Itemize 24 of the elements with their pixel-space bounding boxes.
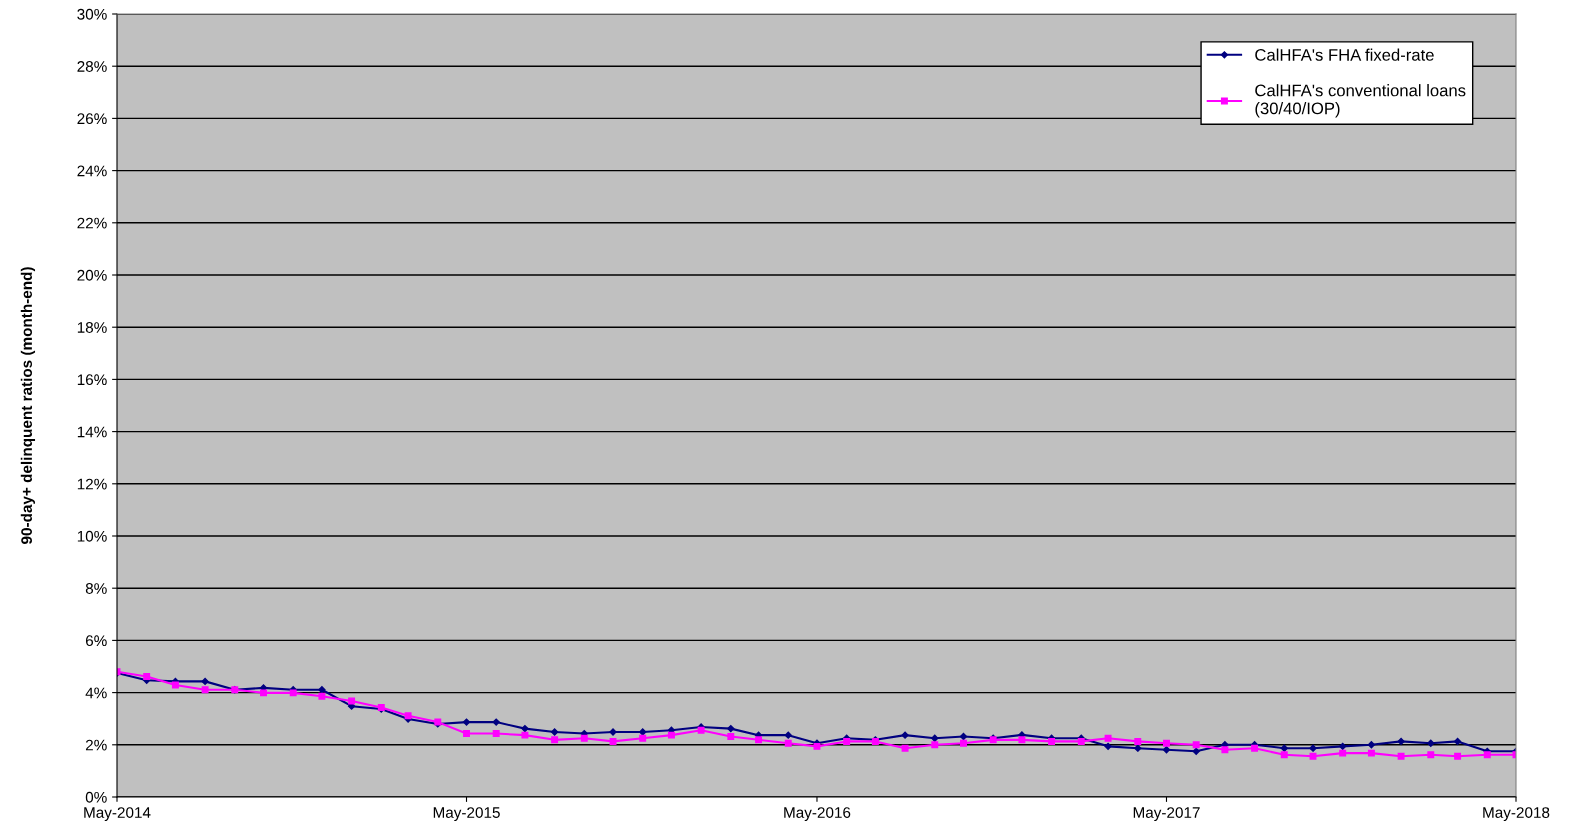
legend-label: CalHFA's FHA fixed-rate bbox=[1255, 48, 1434, 61]
y-tick-label: 2% bbox=[85, 739, 107, 751]
y-tick-label: 24% bbox=[77, 165, 107, 177]
y-tick-label: 10% bbox=[77, 530, 107, 542]
y-tick-label: 6% bbox=[85, 635, 107, 647]
y-tick-label: 18% bbox=[77, 322, 107, 333]
x-tick-label: May-2018 bbox=[1483, 807, 1550, 821]
y-tick-label: 30% bbox=[77, 8, 107, 20]
y-tick-label: 8% bbox=[85, 583, 107, 594]
x-tick-label: May-2015 bbox=[433, 807, 500, 821]
y-tick-label: 20% bbox=[77, 269, 107, 281]
x-tick-label: May-2017 bbox=[1133, 807, 1200, 821]
y-tick-label: 16% bbox=[77, 374, 107, 386]
y-tick-label: 0% bbox=[85, 791, 107, 803]
legend-label: CalHFA's conventional loans (30/40/IOP) bbox=[1255, 84, 1466, 118]
y-tick-label: 26% bbox=[77, 113, 107, 125]
x-tick-label: May-2016 bbox=[784, 807, 851, 821]
y-axis-title: 90-day+ delinquent ratios (month-end) bbox=[20, 267, 36, 544]
y-tick-label: 4% bbox=[85, 687, 107, 699]
y-tick-label: 22% bbox=[77, 217, 107, 229]
y-tick-label: 14% bbox=[77, 426, 107, 438]
y-tick-label: 12% bbox=[77, 478, 107, 490]
y-tick-label: 28% bbox=[77, 61, 107, 72]
x-tick-label: May-2014 bbox=[84, 807, 151, 821]
